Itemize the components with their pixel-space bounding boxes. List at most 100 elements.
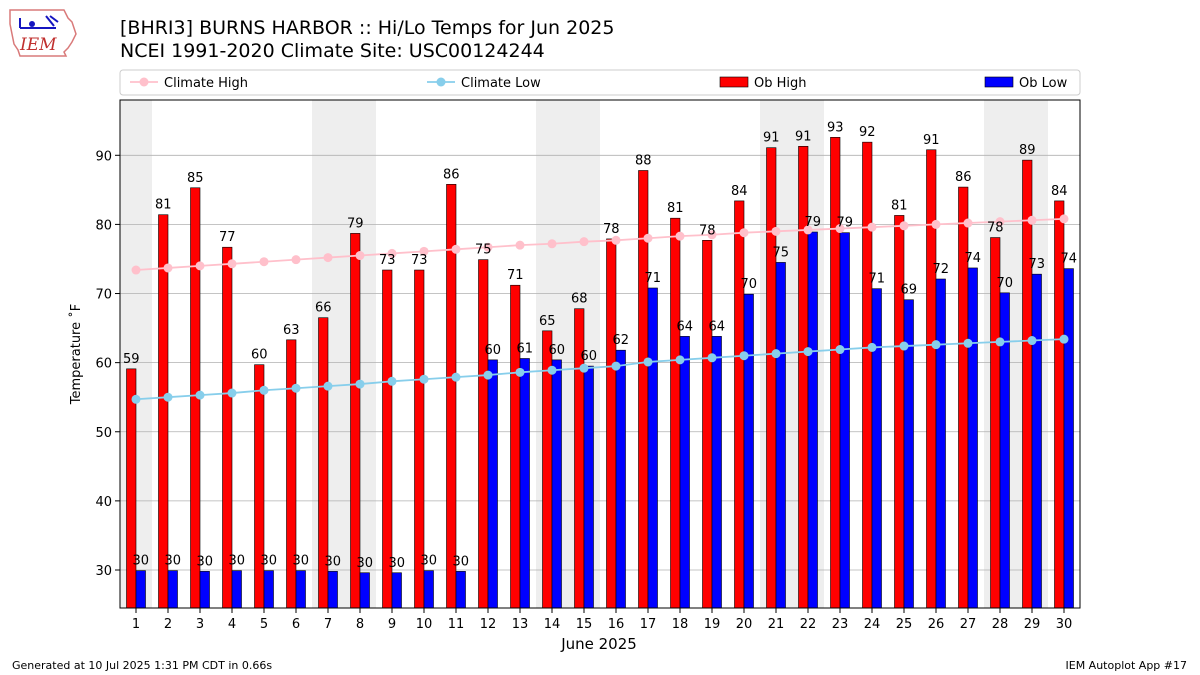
ob-low-bar xyxy=(807,231,818,609)
climate-high-point xyxy=(355,251,365,261)
ob-low-bar xyxy=(295,570,306,609)
ob-low-label: 69 xyxy=(900,283,917,298)
ob-low-bar xyxy=(935,278,946,609)
ob-low-bar xyxy=(583,365,594,609)
legend-label: Climate High xyxy=(164,76,248,91)
climate-low-point xyxy=(1059,334,1069,344)
y-axis-label: Temperature ˚F xyxy=(68,304,84,405)
x-tick-label: 14 xyxy=(544,617,561,632)
ob-low-label: 74 xyxy=(964,251,981,266)
ob-low-bar xyxy=(711,336,722,609)
ob-high-label: 75 xyxy=(475,243,492,258)
climate-low-point xyxy=(355,379,365,389)
climate-low-point xyxy=(739,351,749,361)
x-tick-label: 15 xyxy=(576,617,593,632)
x-tick-label: 18 xyxy=(672,617,689,632)
x-tick-label: 1 xyxy=(132,617,140,632)
legend-bar-swatch xyxy=(719,76,749,88)
legend-bar-swatch xyxy=(984,76,1014,88)
ob-low-label: 71 xyxy=(868,272,885,287)
ob-high-bar xyxy=(926,149,937,609)
ob-high-bar xyxy=(830,137,841,609)
climate-low-point xyxy=(771,349,781,359)
legend-box xyxy=(119,69,1081,96)
ob-high-label: 78 xyxy=(699,223,716,238)
ob-high-label: 91 xyxy=(763,131,780,146)
ob-high-label: 93 xyxy=(827,120,844,135)
climate-low-point xyxy=(867,342,877,352)
climate-high-point xyxy=(739,228,749,238)
ob-low-bar xyxy=(839,232,850,609)
iem-logo: IEM xyxy=(9,9,77,57)
ob-high-label: 73 xyxy=(411,253,428,268)
ob-low-bar xyxy=(327,571,338,609)
climate-high-point xyxy=(995,217,1005,227)
ob-high-label: 65 xyxy=(539,314,556,329)
ob-high-bar xyxy=(862,141,873,609)
ob-low-label: 72 xyxy=(932,262,949,277)
climate-high-point xyxy=(579,237,589,247)
x-tick-label: 2 xyxy=(164,617,172,632)
ob-low-bar xyxy=(871,288,882,609)
legend-marker-swatch xyxy=(436,77,446,87)
climate-low-point xyxy=(963,338,973,348)
x-tick-label: 7 xyxy=(324,617,332,632)
chart-subtitle: NCEI 1991-2020 Climate Site: USC00124244 xyxy=(120,40,545,62)
ob-low-bar xyxy=(967,267,978,609)
ob-high-bar xyxy=(990,237,1001,609)
x-tick-label: 27 xyxy=(960,617,977,632)
ob-low-label: 30 xyxy=(132,554,149,569)
ob-high-bar xyxy=(766,147,777,609)
ob-high-label: 89 xyxy=(1019,143,1036,158)
ob-low-bar xyxy=(135,570,146,609)
ob-low-label: 30 xyxy=(196,554,213,569)
ob-low-label: 62 xyxy=(612,333,629,348)
ob-low-label: 61 xyxy=(516,341,533,356)
ob-high-label: 60 xyxy=(251,348,268,363)
ob-low-label: 30 xyxy=(356,556,373,571)
ob-low-label: 30 xyxy=(388,556,405,571)
ob-high-bar xyxy=(702,240,713,609)
climate-low-point xyxy=(419,374,429,384)
y-tick-label: 80 xyxy=(95,218,112,233)
ob-low-label: 60 xyxy=(548,343,565,358)
ob-high-label: 84 xyxy=(731,184,748,199)
ob-low-bar xyxy=(359,572,370,609)
climate-low-point xyxy=(387,376,397,386)
climate-high-point xyxy=(387,248,397,258)
ob-low-label: 73 xyxy=(1028,257,1045,272)
ob-high-bar xyxy=(606,238,617,609)
climate-high-point xyxy=(963,218,973,228)
x-tick-label: 4 xyxy=(228,617,236,632)
x-tick-label: 22 xyxy=(800,617,817,632)
ob-low-label: 30 xyxy=(420,554,437,569)
ob-low-label: 30 xyxy=(324,554,341,569)
climate-low-point xyxy=(643,357,653,367)
y-tick-label: 70 xyxy=(95,288,112,303)
ob-high-label: 85 xyxy=(187,171,204,186)
y-tick-label: 60 xyxy=(95,357,112,372)
ob-high-bar xyxy=(894,215,905,609)
ob-high-label: 77 xyxy=(219,230,236,245)
climate-high-point xyxy=(1027,215,1037,225)
climate-high-point xyxy=(899,221,909,231)
x-tick-label: 30 xyxy=(1056,617,1073,632)
ob-low-bar xyxy=(647,287,658,609)
climate-low-point xyxy=(483,370,493,380)
climate-low-point xyxy=(131,394,141,404)
ob-high-label: 59 xyxy=(123,352,140,367)
climate-low-point xyxy=(323,381,333,391)
x-tick-label: 3 xyxy=(196,617,204,632)
x-tick-label: 21 xyxy=(768,617,785,632)
ob-high-bar xyxy=(510,284,521,609)
climate-low-point xyxy=(931,340,941,350)
ob-high-bar xyxy=(350,233,361,609)
climate-low-point xyxy=(259,385,269,395)
ob-high-bar xyxy=(734,200,745,609)
x-tick-label: 20 xyxy=(736,617,753,632)
climate-low-point xyxy=(995,337,1005,347)
climate-high-point xyxy=(163,263,173,273)
climate-low-point xyxy=(195,390,205,400)
